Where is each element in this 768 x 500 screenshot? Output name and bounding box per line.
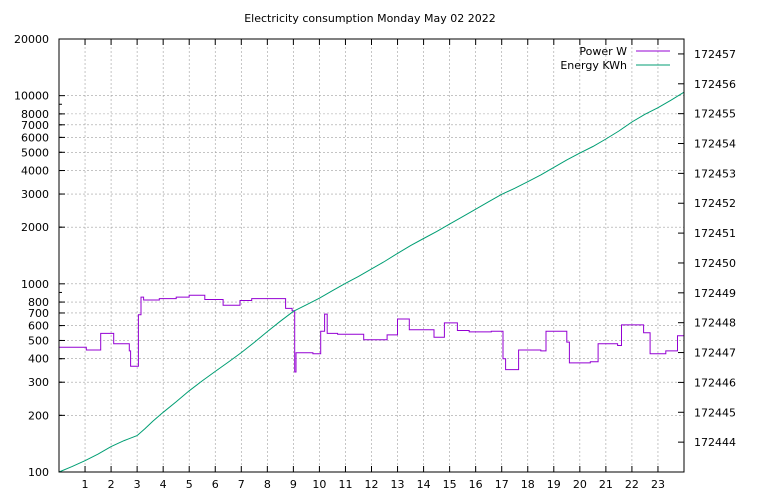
y2-tick-label: 172445 (694, 406, 736, 419)
y-tick-label: 7000 (21, 119, 49, 132)
x-tick-label: 7 (238, 478, 245, 491)
y2-tick-label: 172454 (694, 138, 736, 151)
y-tick-label: 4000 (21, 165, 49, 178)
y2-tick-label: 172446 (694, 376, 736, 389)
x-tick-label: 3 (134, 478, 141, 491)
x-axis: 1 2 3 4 5 6 7 8 9 10 11 12 13 14 15 16 17 18 19 20 21 22 23 (82, 39, 665, 491)
y2-tick-label: 172455 (694, 108, 736, 121)
x-tick-label: 12 (365, 478, 379, 491)
series-line-energy-kwh (58, 91, 685, 473)
y-tick-label: 2000 (21, 221, 49, 234)
y-tick-label: 6000 (21, 131, 49, 144)
y-tick-label: 500 (28, 334, 49, 347)
y2-tick-label: 172457 (694, 48, 736, 61)
y-tick-label: 200 (28, 409, 49, 422)
y-tick-label: 20000 (14, 33, 49, 46)
x-tick-label: 16 (469, 478, 483, 491)
x-tick-label: 11 (338, 478, 352, 491)
x-tick-label: 13 (391, 478, 405, 491)
y-tick-label: 10000 (14, 90, 49, 103)
y-tick-label: 100 (28, 466, 49, 479)
x-tick-label: 6 (212, 478, 219, 491)
chart-title: Electricity consumption Monday May 02 20… (244, 12, 496, 25)
x-tick-label: 14 (417, 478, 431, 491)
x-tick-label: 2 (108, 478, 115, 491)
y-tick-label: 700 (28, 307, 49, 320)
x-tick-label: 22 (625, 478, 639, 491)
x-tick-label: 15 (443, 478, 457, 491)
x-tick-label: 4 (160, 478, 167, 491)
x-tick-label: 17 (495, 478, 509, 491)
y2-tick-label: 172456 (694, 78, 736, 91)
y-tick-label: 300 (28, 376, 49, 389)
y2-tick-label: 172452 (694, 197, 736, 210)
x-tick-label: 23 (651, 478, 665, 491)
y2-tick-label: 172447 (694, 347, 736, 360)
y-tick-label: 400 (28, 353, 49, 366)
y2-tick-label: 172444 (694, 436, 736, 449)
grid (59, 39, 684, 472)
y-tick-label: 8000 (21, 108, 49, 121)
y-tick-label: 1000 (21, 278, 49, 291)
y2-tick-label: 172453 (694, 167, 736, 180)
x-tick-label: 20 (573, 478, 587, 491)
x-tick-label: 19 (547, 478, 561, 491)
x-tick-label: 1 (82, 478, 89, 491)
x-tick-label: 8 (264, 478, 271, 491)
y2-tick-label: 172448 (694, 317, 736, 330)
y-axis-right: 172444 172445 172446 172447 172448 172449 1724… (678, 48, 736, 449)
y-tick-label: 3000 (21, 188, 49, 201)
y-tick-label: 600 (28, 320, 49, 333)
x-tick-label: 10 (312, 478, 326, 491)
y-tick-label: 800 (28, 296, 49, 309)
x-tick-label: 18 (521, 478, 535, 491)
x-tick-label: 9 (290, 478, 297, 491)
x-tick-label: 5 (186, 478, 193, 491)
legend-label: Energy KWh (560, 59, 627, 72)
series-layer (58, 91, 685, 473)
y2-tick-label: 172451 (694, 227, 736, 240)
y2-tick-label: 172450 (694, 257, 736, 270)
legend-label: Power W (579, 45, 627, 58)
y2-tick-label: 172449 (694, 287, 736, 300)
y-tick-label: 5000 (21, 146, 49, 159)
series-line-power-w (59, 294, 685, 373)
x-tick-label: 21 (599, 478, 613, 491)
